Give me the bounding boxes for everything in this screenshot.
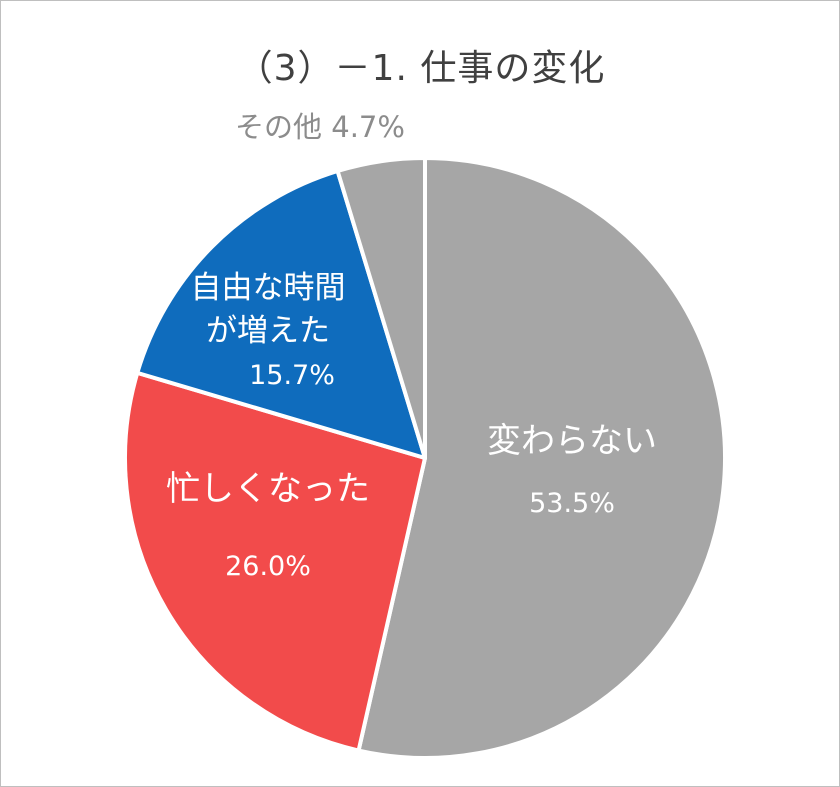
pie-slice-4 — [335, 156, 427, 460]
slice-value-label-2: 26.0% — [225, 551, 311, 582]
slice-category-label-1: 変わらない — [487, 421, 657, 461]
pie-slice-1 — [356, 156, 727, 760]
slice-value-label-3: 15.7% — [249, 360, 335, 391]
slice-category-label-3: が増えた — [206, 313, 330, 349]
slice-category-label-3: 自由な時間 — [191, 270, 346, 306]
chart-title: （3）－1. 仕事の変化 — [236, 48, 606, 89]
slice-label-4: その他 4.7% — [235, 110, 405, 144]
pie-slice-3 — [135, 169, 427, 460]
slice-category-label-2: 忙しくなった — [166, 469, 370, 509]
pie-slice-2 — [123, 370, 427, 753]
slice-value-label-1: 53.5% — [529, 488, 615, 519]
